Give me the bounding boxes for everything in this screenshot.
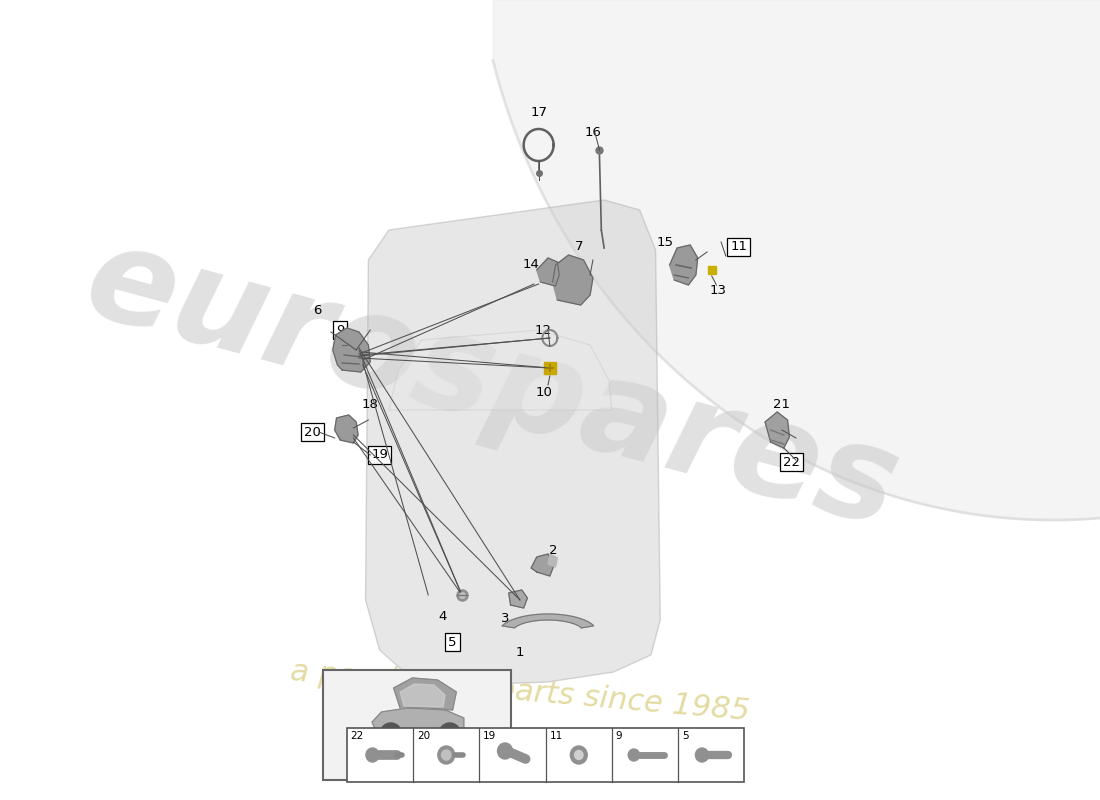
Text: 19: 19 (483, 731, 496, 741)
Text: 20: 20 (417, 731, 430, 741)
Text: 19: 19 (371, 449, 388, 462)
Circle shape (497, 743, 513, 759)
Polygon shape (503, 614, 594, 628)
Circle shape (366, 748, 379, 762)
Text: 18: 18 (362, 398, 378, 411)
Text: 9: 9 (337, 323, 344, 337)
Circle shape (444, 729, 455, 741)
Polygon shape (548, 554, 558, 567)
Circle shape (439, 723, 461, 747)
Text: a passion for parts since 1985: a passion for parts since 1985 (289, 658, 751, 726)
Text: 2: 2 (549, 543, 558, 557)
Polygon shape (552, 255, 593, 305)
Polygon shape (531, 554, 553, 576)
Polygon shape (389, 330, 612, 410)
Polygon shape (766, 412, 790, 448)
Text: 7: 7 (574, 241, 583, 254)
Text: 3: 3 (500, 611, 509, 625)
Text: eurospares: eurospares (73, 216, 912, 554)
Bar (323, 670, 510, 780)
Text: 16: 16 (584, 126, 602, 138)
Text: 11: 11 (730, 241, 747, 254)
Text: 1: 1 (516, 646, 525, 658)
Text: 21: 21 (773, 398, 791, 411)
Bar (346, 728, 745, 782)
Circle shape (441, 750, 451, 760)
Polygon shape (333, 328, 371, 372)
Text: 11: 11 (549, 731, 562, 741)
Polygon shape (508, 590, 527, 608)
Polygon shape (394, 678, 456, 710)
Polygon shape (372, 708, 464, 740)
Text: 22: 22 (783, 455, 800, 469)
Circle shape (695, 748, 708, 762)
Circle shape (571, 746, 587, 764)
Polygon shape (537, 258, 559, 286)
Text: 14: 14 (522, 258, 540, 270)
Text: 12: 12 (535, 323, 552, 337)
Circle shape (385, 729, 396, 741)
Text: 22: 22 (351, 731, 364, 741)
Text: 4: 4 (438, 610, 447, 623)
Circle shape (379, 723, 401, 747)
Text: 10: 10 (536, 386, 552, 398)
Text: 5: 5 (682, 731, 689, 741)
Polygon shape (400, 684, 446, 707)
Circle shape (574, 750, 583, 759)
Polygon shape (334, 415, 359, 443)
Text: 17: 17 (530, 106, 547, 118)
Text: 9: 9 (616, 731, 623, 741)
Circle shape (628, 749, 639, 761)
Polygon shape (365, 200, 660, 685)
Text: 5: 5 (449, 635, 456, 649)
Text: 20: 20 (304, 426, 321, 438)
Text: 6: 6 (312, 303, 321, 317)
Circle shape (438, 746, 454, 764)
Polygon shape (670, 245, 697, 285)
Text: 15: 15 (657, 235, 673, 249)
Text: 13: 13 (710, 283, 727, 297)
